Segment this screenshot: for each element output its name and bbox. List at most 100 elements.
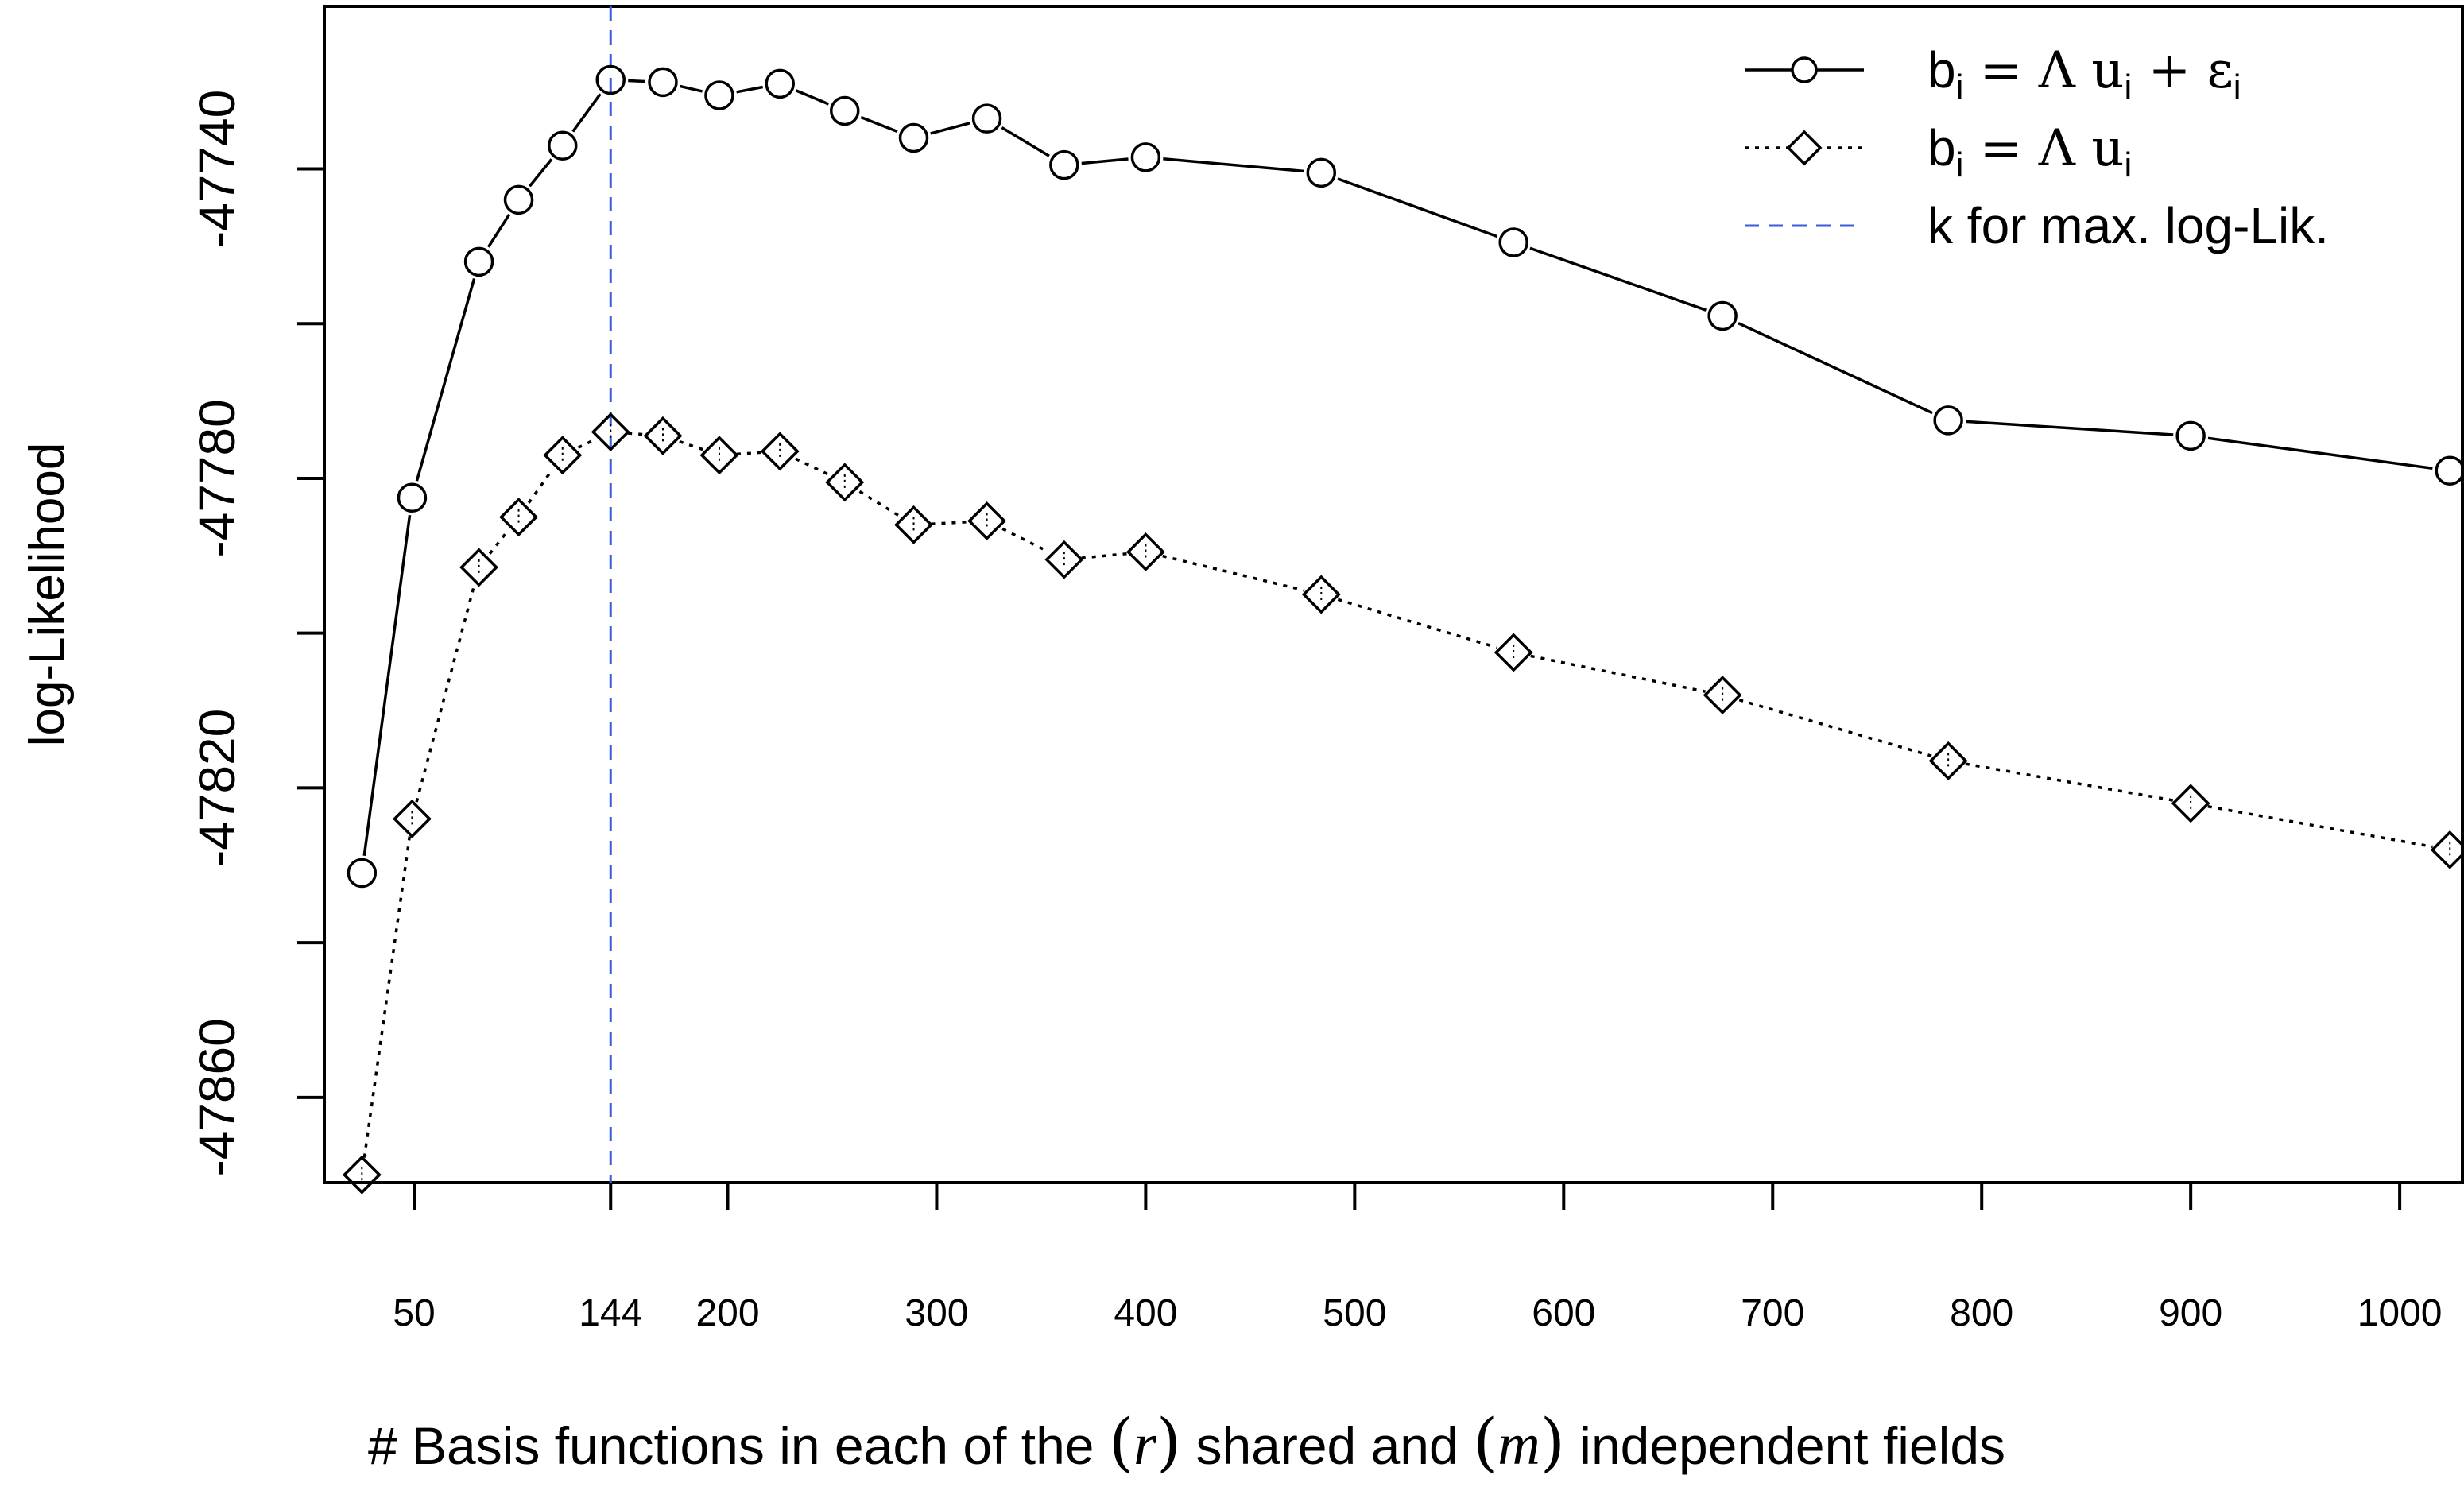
series-lines (362, 79, 2433, 1158)
series-1-point (595, 64, 626, 95)
series-1-point (1933, 405, 1963, 436)
series-2-point (967, 501, 1007, 540)
y-axis-title: log-Likelihood (20, 443, 75, 747)
plot-frame (323, 5, 2464, 1184)
y-tick-label: -47740 (188, 90, 246, 248)
x-tick-label: 600 (1532, 1292, 1595, 1334)
x-tick-label: 200 (695, 1292, 759, 1334)
series-1-point (1130, 142, 1161, 172)
series-1-segment (736, 85, 763, 94)
series-1-segment (1965, 420, 2174, 436)
series-2-segment (679, 439, 703, 451)
series-1-segment (1001, 126, 1050, 157)
series-2-segment (1530, 654, 1706, 693)
series-1-segment (680, 84, 703, 93)
series-1-point (347, 858, 378, 889)
series-2-point (1301, 575, 1341, 614)
x-tick-label: 700 (1741, 1292, 1804, 1334)
series-1-point (648, 67, 678, 98)
series-2-segment (736, 451, 763, 456)
series-1-point (1306, 157, 1337, 188)
series-1-point (397, 482, 428, 513)
x-axis-title-part: # Basis functions in each of the (368, 1416, 1109, 1475)
x-tick-label: 900 (2159, 1292, 2222, 1334)
series-2-segment (488, 529, 509, 555)
series-2-segment (1001, 527, 1049, 553)
series-1-point (971, 103, 1002, 134)
series-2-segment (362, 835, 412, 1158)
legend-marker-diamond (1786, 130, 1823, 166)
series-2-segment (1337, 598, 1497, 649)
series-1-point (1049, 149, 1079, 180)
series-1-segment (1163, 157, 1304, 173)
x-axis-title-paren: ( (1109, 1405, 1133, 1479)
series-2-point (1703, 676, 1742, 715)
x-axis-title-part: independent fields (1565, 1416, 2005, 1475)
y-tick-label: -47860 (188, 1018, 246, 1176)
series-1-segment (795, 89, 830, 106)
series-2-segment (1965, 762, 2174, 802)
series-2-point (760, 432, 800, 471)
series-2-point (1494, 633, 1533, 672)
y-tick-label: -47820 (188, 709, 246, 867)
series-2-point (392, 799, 432, 838)
series-1-segment (486, 213, 511, 248)
series-1-segment (2207, 436, 2433, 470)
series-2-segment (1081, 552, 1129, 559)
legend-label-vline: k for max. log-Lik. (1927, 197, 2329, 254)
series-2-point (894, 505, 933, 544)
series-1-segment (1081, 157, 1129, 165)
series-2-point (543, 436, 583, 475)
series-2-segment (415, 583, 476, 803)
series-1-point (1707, 300, 1738, 331)
series-2-segment (577, 438, 596, 449)
series-2-segment (858, 490, 900, 517)
series-2-point (699, 436, 739, 475)
series-2-point (2430, 830, 2464, 869)
series-2-point (2171, 784, 2210, 823)
x-axis-title-r: r (1133, 1412, 1157, 1477)
series-2-segment (628, 432, 646, 436)
x-axis-title-m: m (1497, 1412, 1540, 1477)
series-2-point (591, 412, 630, 452)
series-1-point (1498, 227, 1528, 257)
series-1-point (830, 95, 860, 126)
series-1-segment (628, 79, 646, 83)
legend: bi = Λ ui + εi bi = Λ ui k for max. log-… (1745, 41, 2329, 254)
series-2-segment (795, 457, 830, 476)
series-2-segment (931, 520, 970, 525)
series-1-segment (1738, 322, 1933, 415)
x-tick-label: 1000 (2357, 1292, 2443, 1334)
series-2-point (643, 416, 683, 455)
series-2-point (1928, 741, 1968, 780)
series-1-segment (1337, 177, 1498, 238)
x-tick-label: 50 (393, 1292, 435, 1334)
series-2-point (1044, 540, 1084, 579)
x-tick-label: 400 (1114, 1292, 1177, 1334)
series-1-segment (930, 122, 970, 135)
series-markers (342, 64, 2464, 1194)
legend-item-with-error: bi = Λ ui + εi (1745, 41, 2241, 106)
series-1-segment (415, 278, 476, 482)
series-1-point (898, 122, 929, 153)
legend-item-vline: k for max. log-Lik. (1745, 197, 2329, 254)
series-1-point (503, 184, 534, 215)
series-2-point (1125, 532, 1165, 571)
series-1-point (2435, 455, 2464, 486)
series-1-point (704, 80, 734, 110)
series-1-segment (1529, 246, 1707, 312)
x-axis-title-paren: ( (1473, 1405, 1497, 1479)
series-2-point (459, 548, 499, 587)
x-tick-label: 300 (905, 1292, 968, 1334)
x-axis: 50 144 200 300 400 500 600 700 800 900 1000 (393, 1183, 2443, 1334)
series-2-segment (1162, 554, 1305, 592)
series-1-point (765, 68, 795, 99)
x-axis-title-part: shared and (1181, 1416, 1473, 1475)
series-1-point (463, 246, 494, 277)
legend-label-no-error: bi = Λ ui (1927, 119, 2132, 184)
plot-area: -47740-47780-47820-47860 50 144 200 300 400 5… (188, 5, 2464, 1334)
series-2-segment (527, 468, 554, 504)
series-2-point (342, 1155, 382, 1194)
series-1-segment (529, 158, 553, 188)
series-1-point (548, 130, 578, 161)
